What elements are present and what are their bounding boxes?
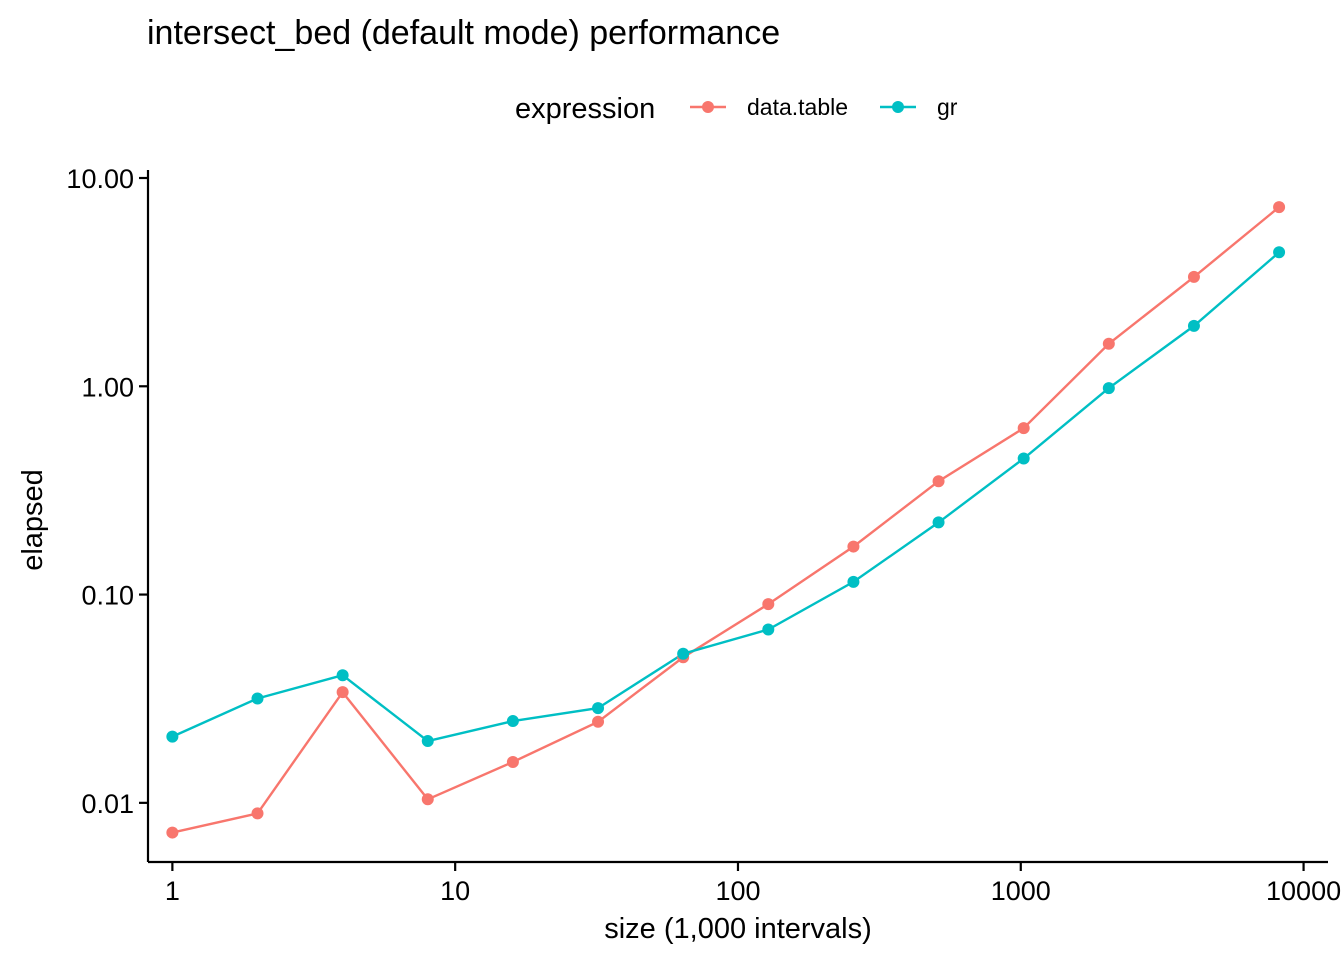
data-point (592, 715, 605, 728)
data-point (1102, 382, 1115, 395)
y-tick-label: 1.00 (81, 372, 134, 402)
data-point (677, 647, 690, 660)
legend: expression data.table gr (515, 93, 958, 125)
chart-title: intersect_bed (default mode) performance (147, 14, 780, 52)
data-point (847, 575, 860, 588)
legend-key-point (892, 101, 904, 113)
y-axis-title: elapsed (17, 469, 49, 571)
data-point (336, 686, 349, 699)
data-point (847, 540, 860, 553)
data-point (1187, 319, 1200, 332)
data-point (1273, 201, 1286, 214)
data-point (932, 475, 945, 488)
data-point (506, 756, 519, 769)
series-line-gr (171, 251, 1280, 743)
x-tick-label: 1 (165, 876, 180, 906)
data-point (166, 826, 179, 839)
x-tick-label: 10 (440, 876, 470, 906)
y-tick-label: 0.01 (81, 789, 134, 819)
x-tick-label: 100 (715, 876, 760, 906)
y-tick-label: 10.00 (66, 164, 134, 194)
data-point (932, 516, 945, 529)
data-point (762, 598, 775, 611)
legend-title: expression (515, 93, 655, 125)
data-point (592, 702, 605, 715)
legend-item: data.table (690, 94, 848, 120)
data-point (251, 692, 264, 705)
data-point (1102, 337, 1115, 350)
data-point (336, 669, 349, 682)
x-axis-title: size (1,000 intervals) (604, 913, 872, 945)
data-point (421, 793, 434, 806)
data-point (1017, 452, 1030, 465)
data-point (506, 715, 519, 728)
legend-key-point (702, 101, 714, 113)
data-point (421, 735, 434, 748)
series-line-data-table (172, 206, 1280, 834)
data-point (251, 807, 264, 820)
legend-item: gr (880, 94, 958, 120)
legend-label: data.table (747, 94, 848, 120)
y-tick-label: 0.10 (81, 581, 134, 611)
x-tick-label: 10000 (1266, 876, 1341, 906)
data-point (762, 623, 775, 636)
plot-area (166, 201, 1286, 839)
x-tick-label: 1000 (991, 876, 1051, 906)
data-point (166, 730, 179, 743)
legend-label: gr (937, 94, 958, 120)
axes: 1 10 100 1000 10000 0.01 0.10 1.00 10.00 (66, 164, 1341, 906)
data-point (1017, 422, 1030, 435)
data-point (1187, 270, 1200, 283)
data-point (1273, 246, 1286, 259)
